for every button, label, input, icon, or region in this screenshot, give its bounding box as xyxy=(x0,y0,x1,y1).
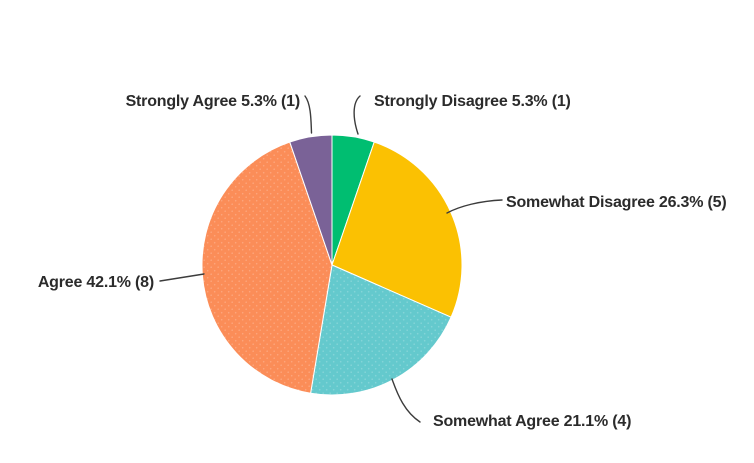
callout-agree: Agree 42.1% (8) xyxy=(37,274,154,291)
callout-somewhat-agree: Somewhat Agree 21.1% (4) xyxy=(433,413,632,430)
leader-line-agree xyxy=(159,273,205,282)
leader-line-strongly-disagree xyxy=(353,95,361,135)
leader-line-strongly-agree xyxy=(304,95,313,134)
pie xyxy=(201,134,463,396)
callout-strongly-agree: Strongly Agree 5.3% (1) xyxy=(125,93,301,110)
pie-slice-strongly-agree[interactable] xyxy=(289,134,333,266)
leader-line-somewhat-agree xyxy=(391,378,421,423)
callout-somewhat-disagree: Somewhat Disagree 26.3% (5) xyxy=(506,194,727,211)
callout-strongly-disagree: Strongly Disagree 5.3% (1) xyxy=(374,93,571,110)
leader-lines xyxy=(159,95,503,423)
leader-line-somewhat-disagree xyxy=(446,199,503,214)
